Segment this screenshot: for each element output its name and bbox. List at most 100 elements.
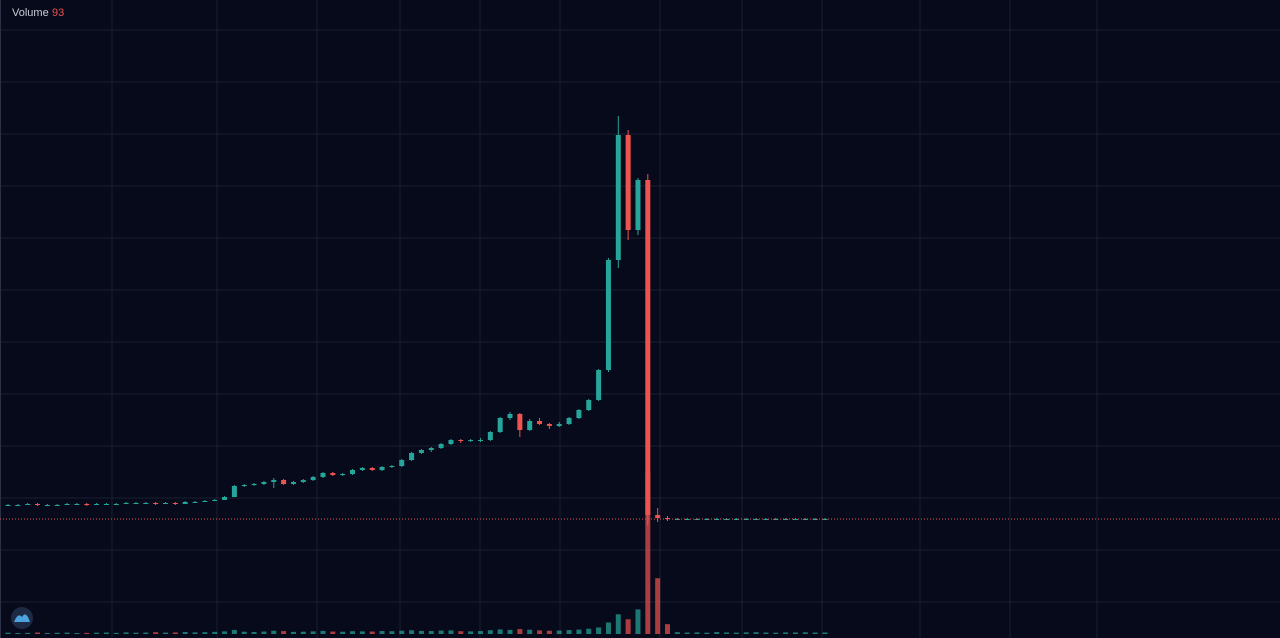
volume-bar	[399, 630, 405, 634]
candle-body	[615, 135, 621, 260]
volume-bar	[310, 631, 316, 634]
volume-bar	[123, 632, 129, 634]
volume-bar	[468, 631, 474, 634]
candle-body	[714, 519, 720, 520]
volume-bar	[241, 631, 247, 634]
candle-body	[94, 504, 100, 505]
candle-body	[133, 503, 139, 504]
volume-bar	[162, 632, 168, 634]
candle-body	[497, 418, 503, 432]
candle-body	[576, 410, 582, 418]
volume-bar	[231, 629, 237, 634]
candle-body	[596, 370, 602, 400]
volume-bar	[320, 630, 326, 634]
candle-body	[310, 477, 316, 480]
candle-body	[586, 400, 592, 410]
candle-body	[537, 421, 543, 424]
candle-body	[635, 180, 641, 230]
candle-body	[64, 504, 70, 505]
volume-bar	[300, 631, 306, 634]
candle-body	[812, 519, 818, 520]
volume-bars	[5, 473, 828, 634]
volume-bar	[704, 632, 710, 634]
volume-bar	[379, 631, 385, 634]
logo-icon	[14, 614, 30, 622]
volume-bar	[212, 631, 218, 634]
candle-body	[35, 504, 41, 505]
volume-bar	[44, 633, 50, 634]
candle-body	[438, 444, 444, 448]
volume-bar	[418, 630, 424, 634]
candle-body	[783, 519, 789, 520]
candle-body	[477, 440, 483, 441]
volume-bar	[202, 632, 208, 634]
volume-bar	[64, 632, 70, 634]
volume-bar	[428, 631, 434, 634]
volume-bar	[665, 624, 671, 634]
volume-bar	[645, 473, 651, 634]
volume-bar	[359, 631, 365, 634]
volume-bar	[625, 619, 631, 634]
volume-bar	[261, 631, 267, 634]
candle-body	[507, 414, 513, 418]
volume-bar	[15, 633, 21, 634]
volume-bar	[655, 578, 661, 634]
volume-bar	[684, 632, 690, 634]
logo	[11, 607, 33, 629]
volume-bar	[743, 632, 749, 634]
volume-bar	[5, 632, 11, 634]
candle-body	[468, 440, 474, 441]
candle-body	[645, 180, 651, 515]
volume-bar	[773, 632, 779, 634]
volume-bar	[674, 632, 680, 634]
volume-bar	[222, 631, 228, 634]
candle-body	[369, 468, 375, 470]
volume-bar	[477, 631, 483, 634]
candle-body	[192, 502, 198, 503]
volume-bar	[369, 631, 375, 634]
candle-body	[350, 470, 356, 474]
candle-body	[330, 473, 336, 475]
candle-body	[655, 515, 661, 518]
candle-body	[399, 460, 405, 466]
volume-bar	[290, 631, 296, 634]
candle-body	[103, 504, 109, 505]
volume-bar	[694, 632, 700, 634]
volume-bar	[497, 629, 503, 634]
volume-bar	[556, 630, 562, 634]
candle-body	[172, 503, 178, 504]
candle-body	[517, 414, 523, 430]
volume-bar	[251, 632, 257, 634]
candle-body	[74, 504, 80, 505]
volume-bar	[733, 632, 739, 634]
candle-body	[802, 519, 808, 520]
volume-bar	[35, 632, 41, 634]
volume-bar	[182, 632, 188, 634]
volume-bar	[724, 632, 730, 634]
volume-bar	[812, 632, 818, 634]
volume-bar	[133, 632, 139, 634]
candle-body	[389, 466, 395, 467]
volume-bar	[192, 632, 198, 634]
volume-bar	[596, 627, 602, 634]
volume-bar	[54, 632, 60, 634]
candle-body	[162, 503, 168, 504]
volume-bar	[281, 631, 287, 634]
volume-bar	[458, 631, 464, 634]
candle-body	[182, 502, 188, 504]
volume-bar	[753, 632, 759, 634]
candle-body	[281, 480, 287, 484]
candle-body	[733, 519, 739, 520]
volume-bar	[340, 631, 346, 634]
candle-body	[54, 505, 60, 506]
candle-body	[487, 432, 493, 440]
volume-bar	[605, 622, 611, 634]
candle-body	[123, 503, 129, 504]
volume-bar	[143, 632, 149, 634]
volume-bar	[714, 632, 720, 634]
candle-body	[320, 473, 326, 477]
volume-bar	[783, 632, 789, 634]
